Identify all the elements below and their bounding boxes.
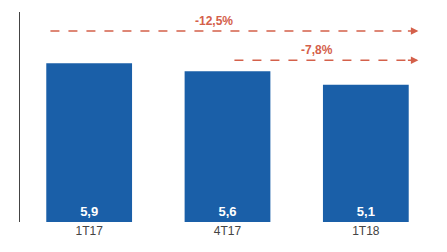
svg-text:4T17: 4T17 (214, 224, 242, 238)
svg-text:-12,5%: -12,5% (195, 14, 233, 28)
svg-text:5,1: 5,1 (357, 204, 375, 219)
svg-text:1T17: 1T17 (75, 224, 103, 238)
svg-text:5,6: 5,6 (218, 204, 236, 219)
svg-text:5,9: 5,9 (80, 204, 98, 219)
svg-text:-7,8%: -7,8% (301, 43, 333, 57)
svg-text:1T18: 1T18 (352, 224, 380, 238)
